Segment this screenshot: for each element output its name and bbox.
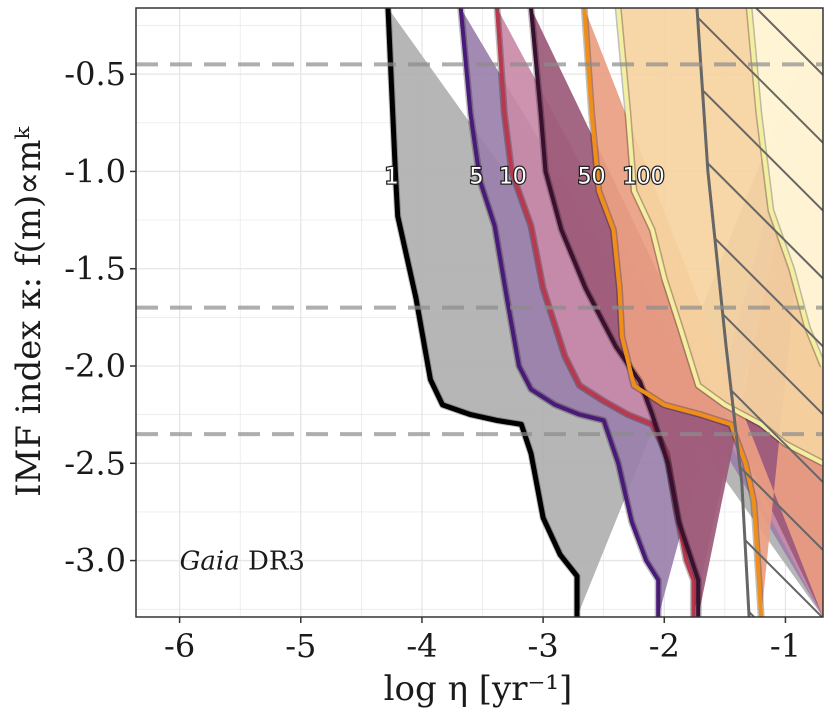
excluded-region-hatch [697,8,823,617]
excluded-region-edge [695,8,751,617]
x-tick-label: -4 [406,627,437,665]
dataset-annotation: Gaia DR3 [180,547,305,577]
y-tick-label: -3.0 [64,542,126,580]
x-tick-label: -3 [528,627,559,665]
x-tick-label: -6 [164,627,195,665]
contour-10-line [495,8,696,617]
contour-label-10: 10 [499,164,527,189]
y-tick-label: -0.5 [64,55,126,93]
annotation-rest: DR3 [240,547,305,577]
excluded-region [695,8,823,617]
y-axis-title: IMF index κ: f(m)∝mᵏ [9,126,49,497]
x-tick-label: -2 [649,627,680,665]
x-axis-title: log η [yr⁻¹] [384,669,573,709]
x-tick-label: -1 [770,627,801,665]
contour-label-5: 5 [469,164,483,189]
y-tick-label: -2.5 [64,444,126,482]
plot-border [135,7,824,618]
contour-5-line [458,8,661,617]
x-axis-ticks: -6 -5 -4 -3 -2 -1 [164,617,801,665]
y-axis-ticks: -0.5 -1.0 -1.5 -2.0 -2.5 -3.0 [64,55,136,580]
y-tick-label: -2.0 [64,347,126,385]
contour-label-1: 1 [385,164,399,189]
contour-band-3-line [529,8,701,617]
contour-1-line [385,8,580,617]
x-tick-label: -5 [285,627,316,665]
contour-label-100: 100 [623,164,665,189]
contour-labels: 1 5 10 50 100 [383,163,666,191]
annotation-italic: Gaia [180,547,240,577]
contour-label-50: 50 [578,164,606,189]
y-tick-label: -1.5 [64,250,126,288]
reference-lines [136,62,823,437]
y-tick-label: -1.0 [64,152,126,190]
